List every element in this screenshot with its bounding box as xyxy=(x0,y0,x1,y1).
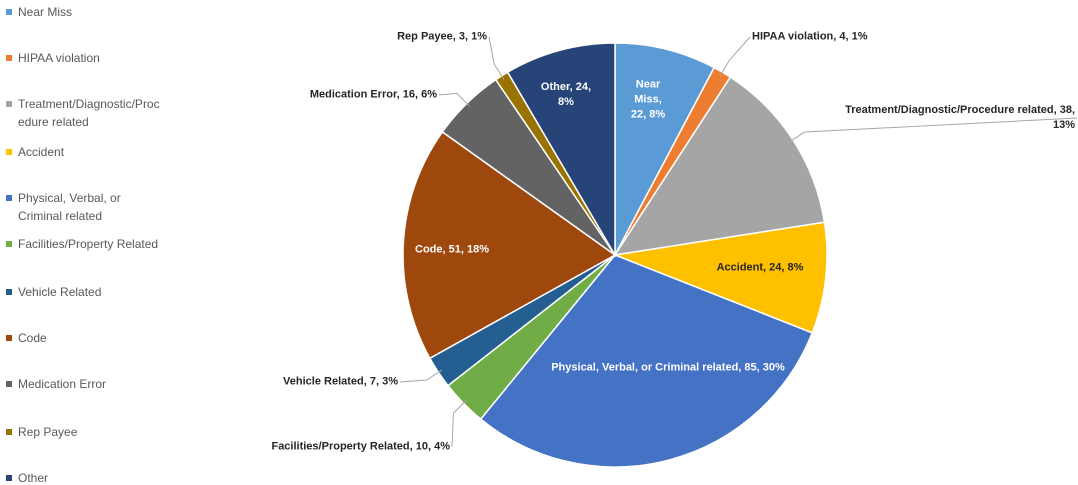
pie-slice xyxy=(402,130,617,360)
legend-swatch xyxy=(6,241,12,247)
legend-item: Accident xyxy=(6,143,166,161)
legend-item: Treatment/Diagnostic/Procedure related xyxy=(6,95,166,131)
legend-swatch xyxy=(6,9,12,15)
legend-item: HIPAA violation xyxy=(6,49,166,67)
legend-label: Facilities/Property Related xyxy=(18,237,159,251)
legend-item: Other xyxy=(6,469,166,485)
legend-swatch xyxy=(6,475,12,481)
pie-slice xyxy=(506,42,616,258)
legend-swatch xyxy=(6,55,12,61)
legend-label: Rep Payee xyxy=(18,425,78,439)
data-label: Rep Payee, 3, 1% xyxy=(397,30,487,43)
data-label: Vehicle Related, 7, 3% xyxy=(283,375,398,388)
pie-slice xyxy=(614,42,716,256)
leader-line xyxy=(789,117,1078,143)
legend-item: Rep Payee xyxy=(6,423,166,441)
legend-item: Medication Error xyxy=(6,375,166,393)
legend-swatch xyxy=(6,381,12,387)
pie-slice xyxy=(612,221,828,334)
leader-line xyxy=(399,369,443,383)
legend-item: Near Miss xyxy=(6,3,166,21)
legend-label: Medication Error xyxy=(18,377,107,391)
data-label: Near Miss, 22, 8% xyxy=(630,78,666,121)
leader-line xyxy=(438,92,470,107)
data-label: Code, 51, 18% xyxy=(415,243,489,256)
data-label: Other, 24, 8% xyxy=(540,81,592,108)
legend-label: Treatment/Diagnostic/Procedure related xyxy=(18,97,160,129)
legend-label: Other xyxy=(18,471,49,485)
leader-line xyxy=(719,36,751,76)
data-label: Physical, Verbal, or Criminal related, 8… xyxy=(551,361,785,374)
legend-swatch xyxy=(6,101,12,107)
legend-label: Accident xyxy=(18,145,65,159)
data-label: Facilities/Property Related, 10, 4% xyxy=(271,440,450,453)
data-label: HIPAA violation, 4, 1% xyxy=(752,30,868,43)
data-label: Treatment/Diagnostic/Procedure related, … xyxy=(845,104,1075,131)
legend-swatch xyxy=(6,335,12,341)
data-label: Medication Error, 16, 6% xyxy=(309,88,437,101)
legend-label: Code xyxy=(18,331,47,345)
leader-line xyxy=(488,36,505,80)
legend-label: Physical, Verbal, or Criminal related xyxy=(18,191,121,223)
legend-label: HIPAA violation xyxy=(18,51,100,65)
legend-item: Code xyxy=(6,329,166,347)
legend-item: Facilities/Property Related xyxy=(6,235,166,253)
legend-swatch xyxy=(6,289,12,295)
pie-slice xyxy=(479,254,814,468)
legend-item: Vehicle Related xyxy=(6,283,166,301)
legend-swatch xyxy=(6,195,12,201)
legend-label: Vehicle Related xyxy=(18,285,102,299)
legend-swatch xyxy=(6,429,12,435)
legend-swatch xyxy=(6,149,12,155)
leader-line xyxy=(451,400,467,448)
legend-label: Near Miss xyxy=(18,5,73,19)
legend-item: Physical, Verbal, or Criminal related xyxy=(6,189,166,225)
data-label: Accident, 24, 8% xyxy=(716,261,804,274)
